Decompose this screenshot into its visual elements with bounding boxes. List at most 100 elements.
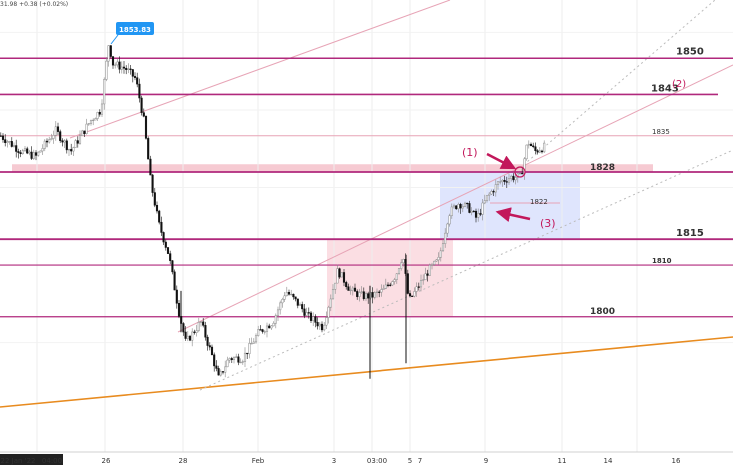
- candle-body: [30, 151, 33, 159]
- x-tick-label: 16: [672, 457, 681, 465]
- candle-body: [360, 291, 363, 293]
- candle-body: [408, 293, 412, 297]
- candle-body: [397, 268, 401, 275]
- candle-body: [230, 358, 233, 360]
- candle-body: [195, 330, 198, 333]
- annotation-label-3: (3): [540, 217, 556, 230]
- candle-body: [380, 289, 383, 293]
- candle-body: [450, 206, 453, 216]
- candle-body: [26, 148, 29, 154]
- candle-body: [83, 130, 86, 134]
- candle-body: [34, 152, 38, 156]
- level-label-1843: 1843: [651, 83, 679, 94]
- candle-body: [67, 149, 71, 151]
- arrow-3: [495, 207, 531, 222]
- candle-body: [402, 259, 405, 264]
- candle-body: [457, 204, 460, 210]
- level-labels-layer: 1850 1843 1835 1828 1822 1815 1810 1800: [530, 46, 704, 317]
- candle-body: [400, 262, 403, 269]
- candle-body: [136, 77, 139, 85]
- candle-body: [285, 292, 288, 297]
- candle-body: [496, 181, 500, 185]
- candle-body: [470, 210, 473, 213]
- candle-body: [94, 118, 97, 121]
- candle-body: [274, 315, 277, 324]
- candle-body: [224, 366, 227, 373]
- candle-body: [472, 210, 475, 213]
- candle-body: [50, 138, 53, 140]
- candle-body: [386, 284, 390, 286]
- candle-body: [415, 286, 418, 292]
- candle-body: [534, 146, 537, 151]
- candle-body: [371, 292, 374, 298]
- candle-body: [507, 178, 511, 183]
- x-tick-label: 14: [604, 457, 613, 465]
- candle-body: [19, 152, 22, 154]
- candle-body: [32, 152, 35, 159]
- candle-body: [140, 97, 143, 113]
- candle-body: [226, 359, 229, 368]
- candle-body: [532, 145, 535, 147]
- axis-cursor-box: [0, 454, 41, 465]
- candle-body: [307, 312, 310, 314]
- candle-body: [430, 264, 434, 266]
- candle-body: [43, 140, 46, 149]
- candle-body: [428, 264, 431, 276]
- candle-body: [373, 292, 376, 298]
- channel-lower-line: [177, 64, 733, 333]
- candle-body: [59, 131, 62, 141]
- candle-body: [441, 243, 445, 252]
- candle-body: [444, 232, 447, 244]
- candle-body: [89, 119, 93, 124]
- candle-body: [213, 354, 216, 367]
- x-tick-label: 3: [332, 457, 336, 465]
- candle-body: [375, 291, 379, 293]
- candle-body: [259, 329, 262, 331]
- candle-body: [1, 135, 5, 140]
- axis-cursor-box: [41, 454, 63, 465]
- candle-body: [349, 289, 352, 292]
- candle-body: [221, 371, 225, 373]
- level-label-1835: 1835: [652, 128, 670, 136]
- candle-body: [72, 147, 75, 152]
- candle-body: [54, 126, 57, 136]
- candle-body: [538, 150, 541, 153]
- red-zone: [327, 239, 453, 317]
- candle-body: [15, 145, 18, 152]
- candle-body: [228, 358, 231, 361]
- candle-body: [109, 45, 112, 57]
- candle-body: [290, 293, 293, 296]
- candle-body: [4, 139, 7, 143]
- candle-body: [362, 291, 365, 300]
- candle-body: [353, 287, 357, 292]
- candle-body: [153, 192, 156, 206]
- candle-body: [70, 149, 73, 152]
- candle-body: [411, 295, 414, 297]
- candle-body: [463, 202, 467, 207]
- candle-body: [107, 45, 110, 62]
- candle-body: [131, 69, 134, 77]
- candle-body: [358, 292, 361, 297]
- candle-body: [329, 298, 332, 308]
- candle-body: [459, 204, 462, 209]
- x-tick-label: 03:00: [367, 457, 387, 465]
- candle-body: [61, 140, 64, 143]
- candle-body: [378, 291, 381, 293]
- candle-body: [382, 288, 385, 290]
- candle-body: [48, 139, 51, 143]
- candle-body: [334, 282, 337, 290]
- x-tick-label: 5: [408, 457, 412, 465]
- candle-body: [186, 335, 189, 339]
- level-label-1850: 1850: [676, 46, 704, 57]
- candle-body: [175, 289, 178, 304]
- grid-layer: [0, 0, 733, 452]
- candle-body: [85, 123, 88, 134]
- candle-body: [406, 273, 409, 294]
- level-label-1822: 1822: [530, 198, 548, 206]
- candle-body: [235, 356, 238, 358]
- candle-body: [543, 142, 546, 153]
- candle-body: [395, 273, 398, 280]
- candle-body: [518, 172, 522, 175]
- candle-body: [479, 213, 482, 215]
